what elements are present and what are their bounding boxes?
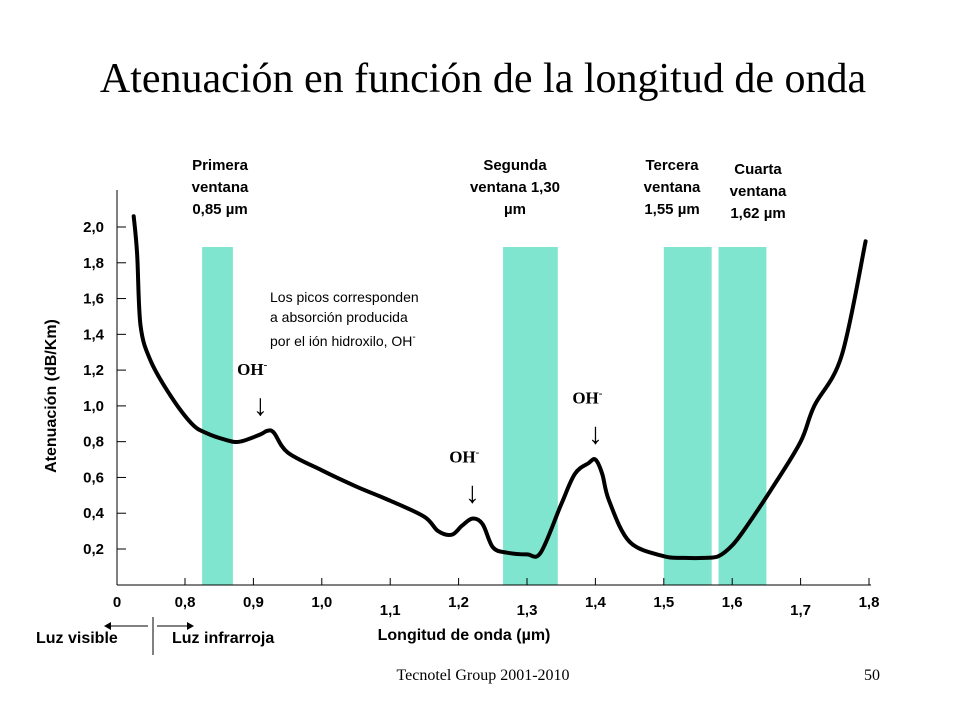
x-axis-label: Longitud de onda (µm) — [378, 627, 551, 644]
window-3-label-line-1: Tercera — [645, 157, 699, 174]
window-1-label-line-2: ventana — [192, 179, 249, 196]
window-4-label-line-3: 1,62 µm — [730, 205, 785, 222]
peak-annotation-superscript: - — [412, 332, 415, 343]
window-1-label-line-1: Primera — [192, 157, 249, 174]
y-tick-label: 1,2 — [83, 362, 104, 379]
peak-annotation-line-1: Los picos corresponden — [270, 289, 419, 305]
y-tick-label: 2,0 — [83, 219, 104, 236]
visible-arrow-head — [104, 622, 111, 630]
y-tick-label: 1,0 — [83, 398, 104, 415]
visible-light-label: Luz visible — [36, 630, 118, 647]
window-3-label-line-2: ventana — [644, 179, 701, 196]
y-tick-label: 0,4 — [83, 505, 105, 522]
down-arrow-icon: ↓ — [253, 389, 268, 422]
oh-superscript: - — [264, 359, 268, 371]
window-2-label-line-3: µm — [504, 201, 526, 218]
y-ticks: 0,2 0,4 0,6 0,8 1,0 1,2 1,4 1,6 1,8 2,0 — [83, 219, 126, 558]
x-tick-label: 1,7 — [790, 602, 811, 619]
oh-peak-label-1: OH- ↓ — [237, 359, 268, 422]
window-4-label-line-1: Cuarta — [734, 161, 782, 178]
window-1-band — [202, 247, 233, 585]
y-tick-label: 0,6 — [83, 469, 104, 486]
axes — [116, 190, 871, 586]
x-tick-label: 1,5 — [653, 594, 674, 611]
attenuation-curve — [131, 214, 868, 561]
y-axis-label: Atenuación (dB/Km) — [43, 319, 60, 473]
x-tick-label: 1,3 — [517, 602, 538, 619]
oh-peak-labels: OH-↓OH-↓OH-↓ — [237, 359, 603, 510]
x-tick-label: 1,4 — [585, 594, 607, 611]
page-number: 50 — [864, 667, 880, 684]
y-tick-label: 1,8 — [83, 255, 104, 272]
oh-superscript: - — [476, 447, 480, 459]
x-tick-label: 0,9 — [243, 594, 264, 611]
oh-text: OH — [449, 448, 475, 467]
oh-superscript: - — [599, 388, 603, 400]
transmission-windows — [202, 247, 767, 585]
oh-label: OH- — [237, 359, 267, 379]
x-tick-label: 1,8 — [859, 594, 880, 611]
window-3-band — [663, 247, 712, 585]
y-tick-label: 1,6 — [83, 291, 104, 308]
x-tick-label: 1,6 — [722, 594, 743, 611]
y-tick-label: 0,2 — [83, 541, 104, 558]
x-tick-label: 1,2 — [448, 594, 469, 611]
oh-label: OH- — [572, 388, 602, 408]
down-arrow-icon: ↓ — [588, 418, 603, 451]
down-arrow-icon: ↓ — [465, 477, 480, 510]
oh-peak-label-3: OH- ↓ — [572, 388, 603, 451]
slide-footer: Tecnotel Group 2001-2010 — [396, 667, 569, 684]
x-tick-label: 0,8 — [175, 594, 196, 611]
slide-title: Atenuación en función de la longitud de … — [100, 56, 867, 102]
peak-annotation-line-2: a absorción producida — [270, 309, 408, 325]
x-tick-label: 0 — [113, 594, 121, 611]
window-3-label-line-3: 1,55 µm — [644, 201, 699, 218]
window-2-band — [503, 247, 558, 585]
window-1-label-line-3: 0,85 µm — [192, 201, 247, 218]
peak-annotation-line-3: por el ión hidroxilo, OH- — [270, 332, 416, 349]
window-4-label-line-2: ventana — [730, 183, 787, 200]
light-regions: Luz visible Luz infrarroja — [36, 617, 274, 655]
window-labels: Primera ventana 0,85 µm Segunda ventana 1,30… — [192, 157, 787, 222]
x-ticks: 0 0,8 0,9 1,0 1,1 1,2 1,3 1,4 1,5 1,6 1,7 1,8 — [113, 578, 880, 619]
oh-text: OH — [572, 389, 598, 408]
y-tick-label: 0,8 — [83, 434, 104, 451]
oh-text: OH — [237, 360, 263, 379]
window-2-label-line-1: Segunda — [483, 157, 547, 174]
window-2-label-line-2: ventana 1,30 — [470, 179, 560, 196]
oh-label: OH- — [449, 447, 479, 467]
infrared-light-label: Luz infrarroja — [172, 630, 274, 647]
window-4-band — [718, 247, 767, 585]
x-tick-label: 1,1 — [380, 602, 401, 619]
infrared-arrow-head — [187, 622, 194, 630]
peak-annotation-line-3-text: por el ión hidroxilo, OH — [270, 333, 412, 349]
x-tick-label: 1,0 — [311, 594, 332, 611]
oh-peak-label-2: OH- ↓ — [449, 447, 480, 510]
y-tick-label: 1,4 — [83, 326, 105, 343]
